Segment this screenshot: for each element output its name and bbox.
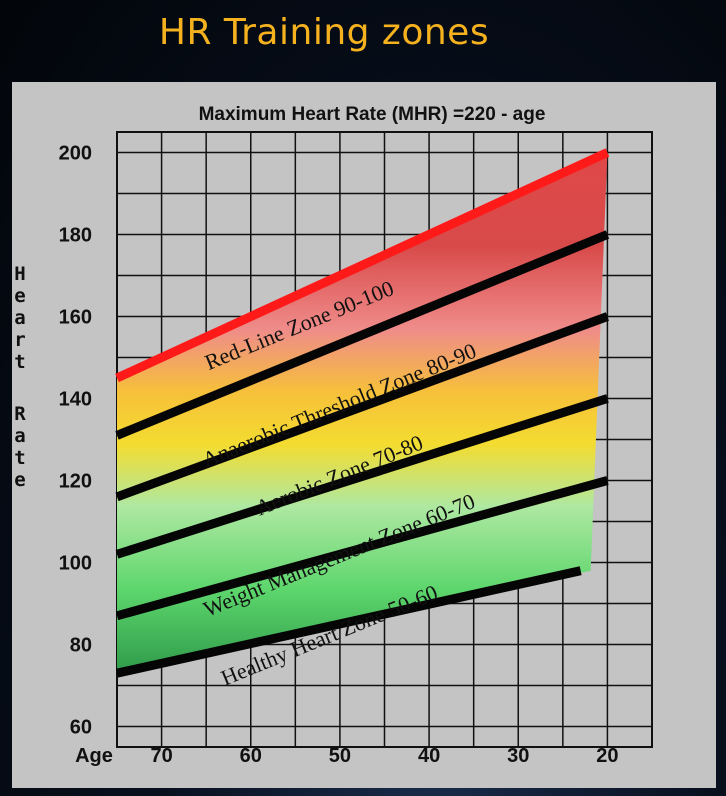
y-tick-label: 120 (59, 471, 92, 493)
x-tick-label: 40 (418, 745, 440, 767)
zone-boundary-line (115, 312, 609, 502)
y-axis-label-letter: a (14, 307, 25, 329)
y-tick-label: 100 (59, 553, 92, 575)
y-axis-label-letter: t (14, 447, 25, 469)
y-axis-label-letter: e (14, 469, 25, 491)
zone-boundary-line (115, 476, 609, 621)
y-axis-label-letter: t (14, 351, 25, 373)
y-axis-label-letter: H (14, 263, 25, 285)
y-tick-label: 160 (59, 307, 92, 329)
y-axis-label-letter: r (14, 329, 25, 351)
x-tick-label: 20 (596, 745, 618, 767)
x-tick-label: 60 (240, 745, 262, 767)
y-tick-label: 140 (59, 389, 92, 411)
y-tick-label: 80 (70, 635, 92, 657)
zone-boundary-line (116, 566, 582, 678)
mhr-line (115, 148, 610, 383)
slide-title: HR Training zones (158, 12, 490, 53)
x-tick-label: 30 (507, 745, 529, 767)
zone-boundary-line (115, 230, 610, 440)
chart-panel: Red-Line Zone 90-100 Anaerobic Threshold … (12, 82, 716, 788)
y-axis-label-letter: a (14, 425, 25, 447)
y-tick-label: 180 (59, 225, 92, 247)
x-tick-label: 50 (329, 745, 351, 767)
x-tick-label: 70 (150, 745, 172, 767)
y-tick-label: 60 (70, 717, 92, 739)
y-axis-label-letter: R (14, 403, 26, 425)
y-tick-label: 200 (59, 143, 92, 165)
zone-boundary-line (115, 394, 609, 559)
y-axis-label-letter: e (14, 285, 25, 307)
chart-title: Maximum Heart Rate (MHR) =220 - age (199, 104, 546, 125)
x-axis-label: Age (75, 745, 113, 767)
